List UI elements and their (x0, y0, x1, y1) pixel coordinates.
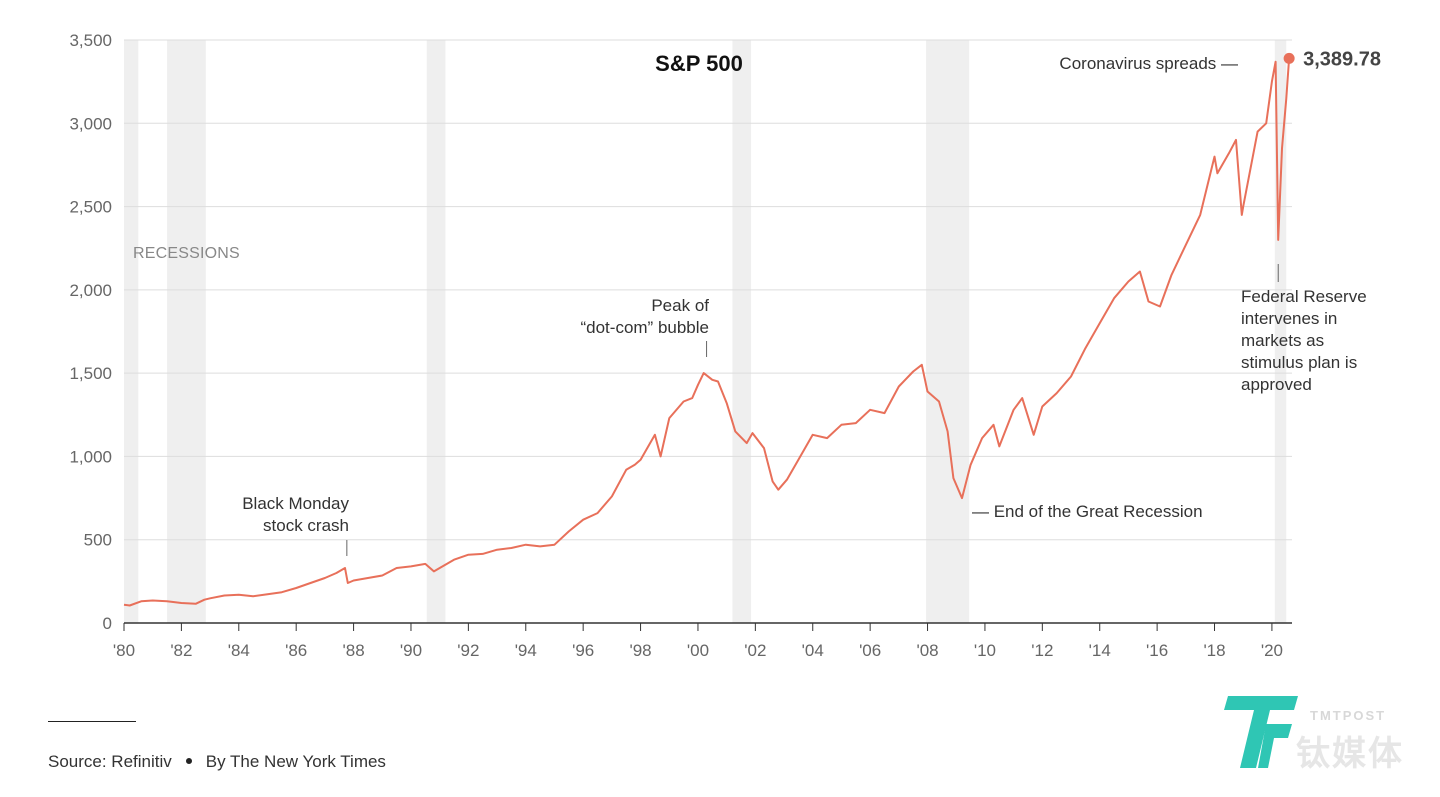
source-credit: Source: Refinitiv (48, 752, 172, 771)
recession-band-5 (1274, 40, 1287, 623)
annotations: Black Monday stock crash Peak of “dot-com” … (242, 54, 1367, 556)
x-tick-label-19: '18 (1203, 641, 1225, 660)
recession-band-4 (926, 40, 970, 623)
x-tick-label-0: '80 (113, 641, 135, 660)
y-axis-tick-labels: 0 500 1,000 1,500 2,000 2,500 3,000 3,500 (69, 31, 112, 633)
recession-band-3 (732, 40, 752, 623)
x-tick-label-2: '84 (228, 641, 250, 660)
fed-reserve-label-line-0: Federal Reserve (1241, 287, 1367, 306)
fed-reserve-label-line-2: markets as (1241, 331, 1324, 350)
x-axis: '80 '82 '84 '86 '88 '90 '92 '94 '96 '98 '00 '02 '04 '… (113, 622, 1292, 660)
x-tick-label-5: '90 (400, 641, 422, 660)
y-tick-label-1: 500 (84, 531, 112, 550)
x-tick-label-11: '02 (744, 641, 766, 660)
footer: Source: Refinitiv By The New York Times (48, 752, 386, 772)
recession-bands (124, 40, 1287, 623)
black-monday-label-line-0: Black Monday (242, 494, 349, 513)
x-tick-label-6: '92 (457, 641, 479, 660)
gridlines (124, 39, 1292, 541)
x-tick-label-10: '00 (687, 641, 709, 660)
dot-com-peak-label-line-1: “dot-com” bubble (580, 318, 709, 337)
great-recession-end-label-line-0: — End of the Great Recession (972, 502, 1203, 521)
x-tick-label-18: '16 (1146, 641, 1168, 660)
footer-rule (48, 721, 136, 722)
x-tick-label-4: '88 (343, 641, 365, 660)
y-tick-label-6: 3,000 (69, 114, 112, 133)
last-value-dot (1283, 52, 1295, 64)
series-line-sp500 (123, 58, 1291, 607)
fed-reserve-label-line-3: stimulus plan is (1241, 353, 1357, 372)
x-tick-label-16: '12 (1031, 641, 1053, 660)
x-tick-label-17: '14 (1089, 641, 1111, 660)
x-tick-label-1: '82 (170, 641, 192, 660)
y-tick-label-4: 2,000 (69, 281, 112, 300)
fed-reserve-label-line-1: intervenes in (1241, 309, 1337, 328)
fed-reserve-label-line-4: approved (1241, 375, 1312, 394)
y-tick-label-3: 1,500 (69, 364, 112, 383)
x-tick-label-9: '98 (629, 641, 651, 660)
x-tick-label-7: '94 (515, 641, 537, 660)
y-tick-label-2: 1,000 (69, 447, 112, 466)
x-tick-label-13: '06 (859, 641, 881, 660)
x-tick-label-8: '96 (572, 641, 594, 660)
x-tick-label-14: '08 (916, 641, 938, 660)
recession-band-2 (426, 40, 446, 623)
tmtpost-watermark: TMTPOST 钛媒体 (1222, 694, 1418, 774)
y-tick-label-5: 2,500 (69, 198, 112, 217)
byline: By The New York Times (205, 752, 386, 771)
black-monday-label-line-1: stock crash (263, 516, 349, 535)
last-value-label: 3,389.78 (1303, 48, 1381, 70)
tmtpost-logo-icon (1224, 696, 1298, 768)
recession-band-1 (167, 40, 206, 623)
x-tick-label-3: '86 (285, 641, 307, 660)
y-tick-label-0: 0 (103, 614, 112, 633)
x-tick-label-15: '10 (974, 641, 996, 660)
separator-dot (185, 758, 192, 765)
chart-title: S&P 500 (655, 51, 743, 76)
x-tick-label-20: '20 (1261, 641, 1283, 660)
dot-com-peak-label-line-0: Peak of (651, 296, 709, 315)
watermark-cjk-text: 钛媒体 (1296, 735, 1404, 773)
coronavirus-label-line-0: Coronavirus spreads — (1059, 54, 1238, 73)
watermark-latin-text: TMTPOST (1310, 708, 1387, 723)
y-tick-label-7: 3,500 (69, 31, 112, 50)
x-tick-label-12: '04 (802, 641, 824, 660)
recession-band-0 (124, 40, 139, 623)
recessions-label: RECESSIONS (133, 245, 240, 262)
